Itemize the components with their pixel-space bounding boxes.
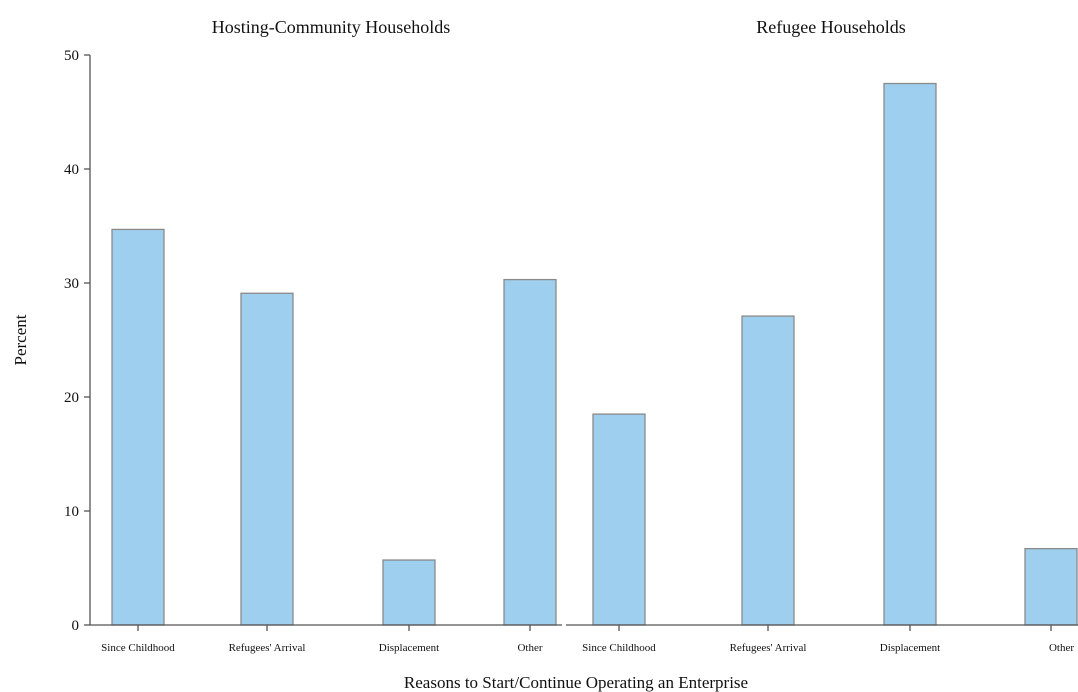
y-axis-label: Percent bbox=[11, 314, 30, 365]
bar bbox=[503, 278, 557, 626]
bar bbox=[382, 559, 436, 626]
bar bbox=[883, 82, 937, 626]
x-tick-label: Since Childhood bbox=[582, 642, 656, 654]
bar bbox=[592, 413, 646, 626]
panel-title: Refugee Households bbox=[756, 17, 905, 37]
x-tick-label: Displacement bbox=[880, 642, 940, 654]
y-tick-label: 50 bbox=[64, 48, 79, 64]
y-tick-label: 30 bbox=[64, 276, 79, 292]
y-tick-label: 40 bbox=[64, 162, 79, 178]
panel-2: Refugee Households Since Childhood Refugee… bbox=[566, 17, 1078, 654]
y-axis: 0 10 20 30 40 50 bbox=[64, 48, 91, 634]
panel-1: Hosting-Community Households Since Childh… bbox=[90, 17, 562, 654]
bar bbox=[111, 228, 165, 626]
x-tick-label: Refugees' Arrival bbox=[730, 642, 807, 654]
y-tick-label: 20 bbox=[64, 390, 79, 406]
x-tick-label: Other bbox=[1049, 642, 1074, 654]
y-tick-label: 10 bbox=[64, 504, 79, 520]
panel-title: Hosting-Community Households bbox=[212, 17, 451, 37]
panels-layer: Hosting-Community Households Since Childh… bbox=[90, 17, 1078, 654]
x-tick-label: Since Childhood bbox=[101, 642, 175, 654]
x-tick-label: Displacement bbox=[379, 642, 439, 654]
x-axis-label: Reasons to Start/Continue Operating an E… bbox=[404, 673, 748, 692]
x-tick-label: Other bbox=[517, 642, 542, 654]
bar bbox=[1024, 547, 1078, 626]
bar bbox=[240, 292, 294, 626]
bar bbox=[741, 315, 795, 626]
y-tick-label: 0 bbox=[72, 618, 80, 634]
x-tick-label: Refugees' Arrival bbox=[229, 642, 306, 654]
